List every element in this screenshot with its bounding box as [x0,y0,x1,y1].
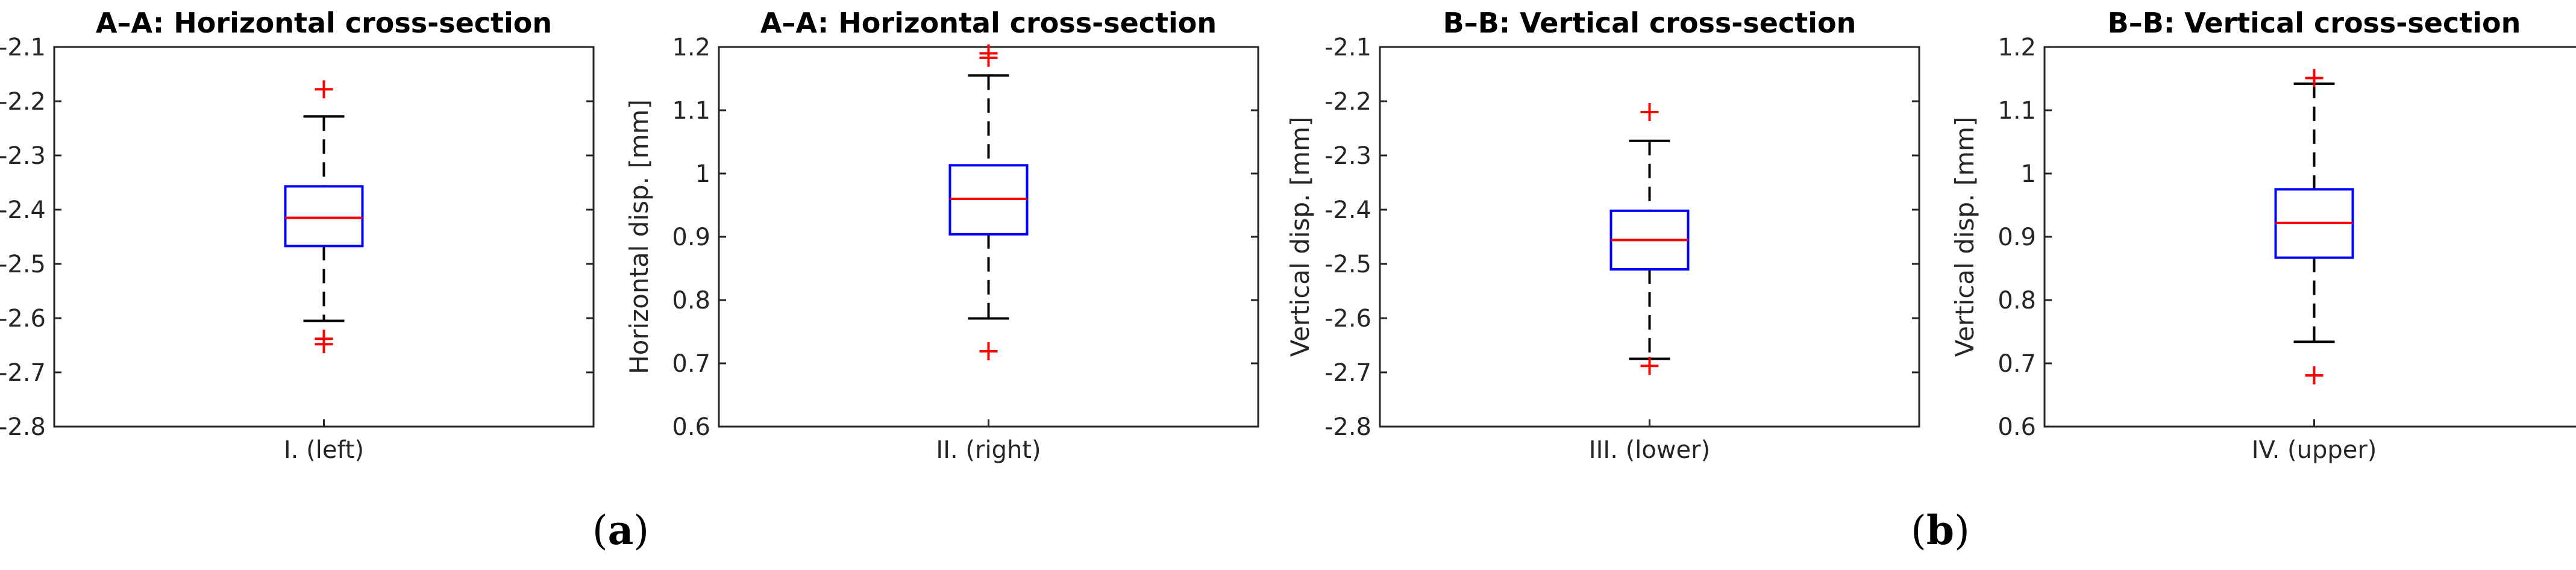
chart-panel-4: B–B: Vertical cross-section 1.2 1.1 1 0.9 0.8… [1950,7,2576,464]
y-tick-label: -2.8 [1324,413,1371,441]
outlier-marker [315,335,333,354]
y-tick-label: -2.6 [1324,305,1371,333]
chart-title: B–B: Vertical cross-section [1443,7,1857,39]
y-tick-label: 1.1 [1998,97,2036,125]
subfigure-label: (b) [1911,507,1970,554]
subfigure-label: (a) [592,507,649,554]
y-tick-label: -2.3 [1324,142,1371,170]
y-tick-label: -2.5 [0,251,46,278]
outlier-marker [1640,103,1659,121]
y-axis-label: Vertical disp. [mm] [1285,117,1315,357]
y-axis-label: Horizontal disp. [mm] [624,99,654,374]
subfigure-open-paren: ( [592,507,608,554]
chart-title: A–A: Horizontal cross-section [96,7,552,39]
y-tick-label: -2.5 [1324,251,1371,278]
subfigure-letter: b [1926,507,1954,554]
plot-area-frame [53,46,595,428]
y-tick-label: 0.8 [1998,287,2036,315]
x-category-label: III. (lower) [1589,436,1710,464]
y-tick-label: 0.9 [1998,224,2036,251]
y-tick-label: 1.1 [672,97,710,125]
y-tick-label: 1 [2021,160,2036,188]
y-tick-label: -2.1 [1324,34,1371,61]
outlier-marker [1640,357,1659,375]
y-tick-label: 0.7 [1998,350,2036,378]
y-tick-label: -2.4 [1324,196,1371,224]
y-tick-label: 1.2 [1998,34,2036,61]
y-tick-label: 0.6 [1998,413,2036,441]
subfigure-close-paren: ) [1954,507,1970,554]
y-tick-label: 0.8 [672,287,710,315]
y-tick-label: -2.8 [0,413,46,441]
chart-panel-3: B–B: Vertical cross-section -2.1 -2.2 -2.3 -… [1285,7,1920,464]
outlier-marker [979,342,998,361]
subfigure-open-paren: ( [1911,507,1926,554]
chart-title: A–A: Horizontal cross-section [760,7,1217,39]
y-tick-label: -2.3 [0,142,46,170]
y-tick-label: -2.2 [0,88,46,116]
y-tick-label: 1 [695,160,710,188]
y-tick-label: -2.6 [0,305,46,333]
x-category-label: I. (left) [284,436,364,464]
chart-panel-1: A–A: Horizontal cross-section -2.1 -2.2 -2.… [0,7,595,464]
x-category-label: II. (right) [936,436,1041,464]
x-category-label: IV. (upper) [2252,436,2377,464]
y-tick-label: 1.2 [672,34,710,61]
y-tick-label: -2.4 [0,196,46,224]
y-axis-label: Vertical disp. [mm] [1950,117,1979,357]
subfigure-letter: a [608,507,634,554]
outlier-marker [2305,366,2324,384]
outlier-marker [315,80,333,99]
y-tick-label: 0.6 [672,413,710,441]
y-tick-label: -2.7 [1324,359,1371,387]
chart-title: B–B: Vertical cross-section [2108,7,2521,39]
chart-panel-2: A–A: Horizontal cross-section 1.2 1.1 1 0.9 0… [624,7,1259,464]
subfigure-close-paren: ) [633,507,649,554]
y-tick-label: -2.7 [0,359,46,387]
y-tick-label: -2.1 [0,34,46,61]
y-tick-label: 0.7 [672,350,710,378]
y-tick-label: -2.2 [1324,88,1371,116]
y-tick-label: 0.9 [672,224,710,251]
plot-area-frame [2043,46,2576,428]
outlier-marker [2305,69,2324,87]
iqr-box [284,185,364,248]
outlier-marker [979,48,998,67]
